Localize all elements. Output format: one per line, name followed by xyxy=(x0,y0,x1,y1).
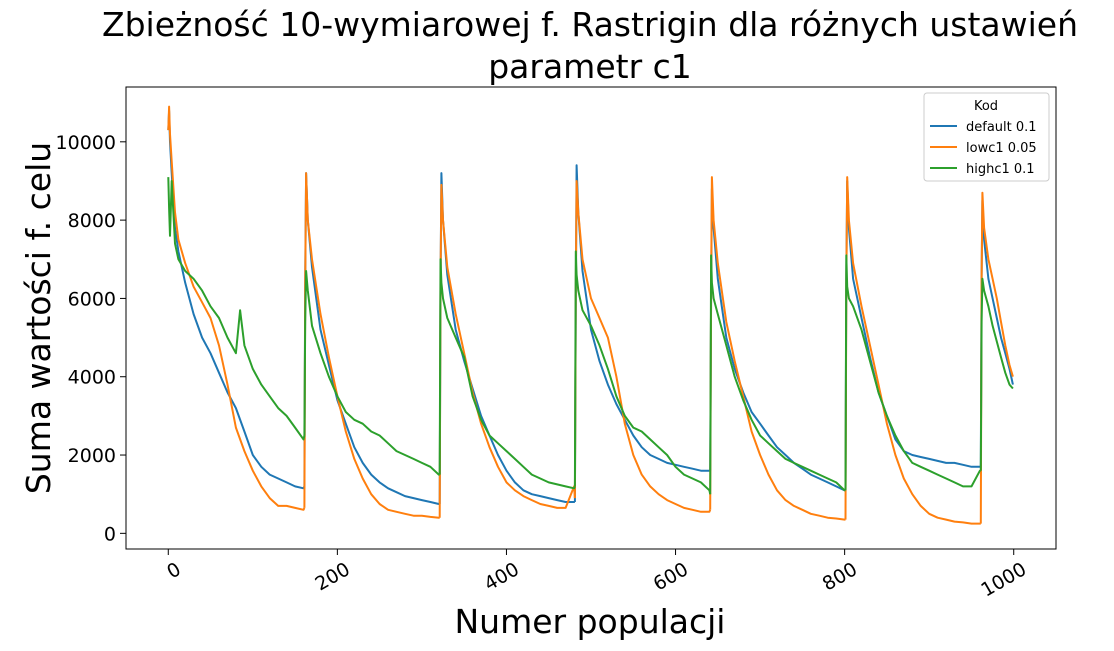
series-line-segment xyxy=(979,191,1014,524)
legend-box xyxy=(923,92,1050,182)
plot-area xyxy=(125,86,1057,550)
y-tick-label: 8000 xyxy=(68,210,116,232)
series-line-segment xyxy=(303,270,440,476)
y-tick-label: 10000 xyxy=(56,132,116,154)
series-line-segment xyxy=(303,172,440,519)
series-line-segment xyxy=(709,254,846,495)
legend-label: lowc1 0.05 xyxy=(966,141,1037,156)
series-line-segment xyxy=(709,187,846,492)
legend-entries: default 0.1 lowc1 0.05 highc1 0.1 xyxy=(930,120,1037,177)
series-line-segment xyxy=(573,250,712,495)
series-line-segment xyxy=(438,183,576,518)
y-tick-label: 6000 xyxy=(68,288,116,310)
x-axis-label: Numer populacji xyxy=(455,602,726,641)
legend-title: Kod xyxy=(974,99,998,114)
series-line-segment xyxy=(709,176,846,521)
legend-label: highc1 0.1 xyxy=(966,162,1035,177)
series-line-segment xyxy=(167,105,306,511)
plot-frame xyxy=(125,86,1057,550)
y-tick-label: 4000 xyxy=(68,367,116,389)
series-line-segment xyxy=(979,277,1014,471)
chart-title-line-2: parametr c1 xyxy=(488,47,692,86)
y-tick-label: 0 xyxy=(104,523,116,545)
y-tick-label: 2000 xyxy=(68,445,116,467)
y-axis-ticks: 0 2000 4000 6000 8000 10000 xyxy=(56,132,126,545)
series-line-segment xyxy=(844,176,981,525)
series-layer xyxy=(167,105,1014,525)
series-lowc1-0-05 xyxy=(167,105,1014,525)
series-line-segment xyxy=(167,177,306,441)
series-highc1-0-1 xyxy=(167,177,1014,495)
legend-label: default 0.1 xyxy=(966,120,1037,135)
legend: Kod default 0.1 lowc1 0.05 highc1 0.1 xyxy=(923,92,1050,182)
series-line-segment xyxy=(573,180,712,513)
y-axis-label: Suma wartości f. celu xyxy=(19,142,58,494)
chart-title-line-1: Zbieżność 10-wymiarowej f. Rastrigin dla… xyxy=(102,5,1078,44)
series-line-segment xyxy=(844,254,981,491)
series-line-segment xyxy=(438,258,576,490)
